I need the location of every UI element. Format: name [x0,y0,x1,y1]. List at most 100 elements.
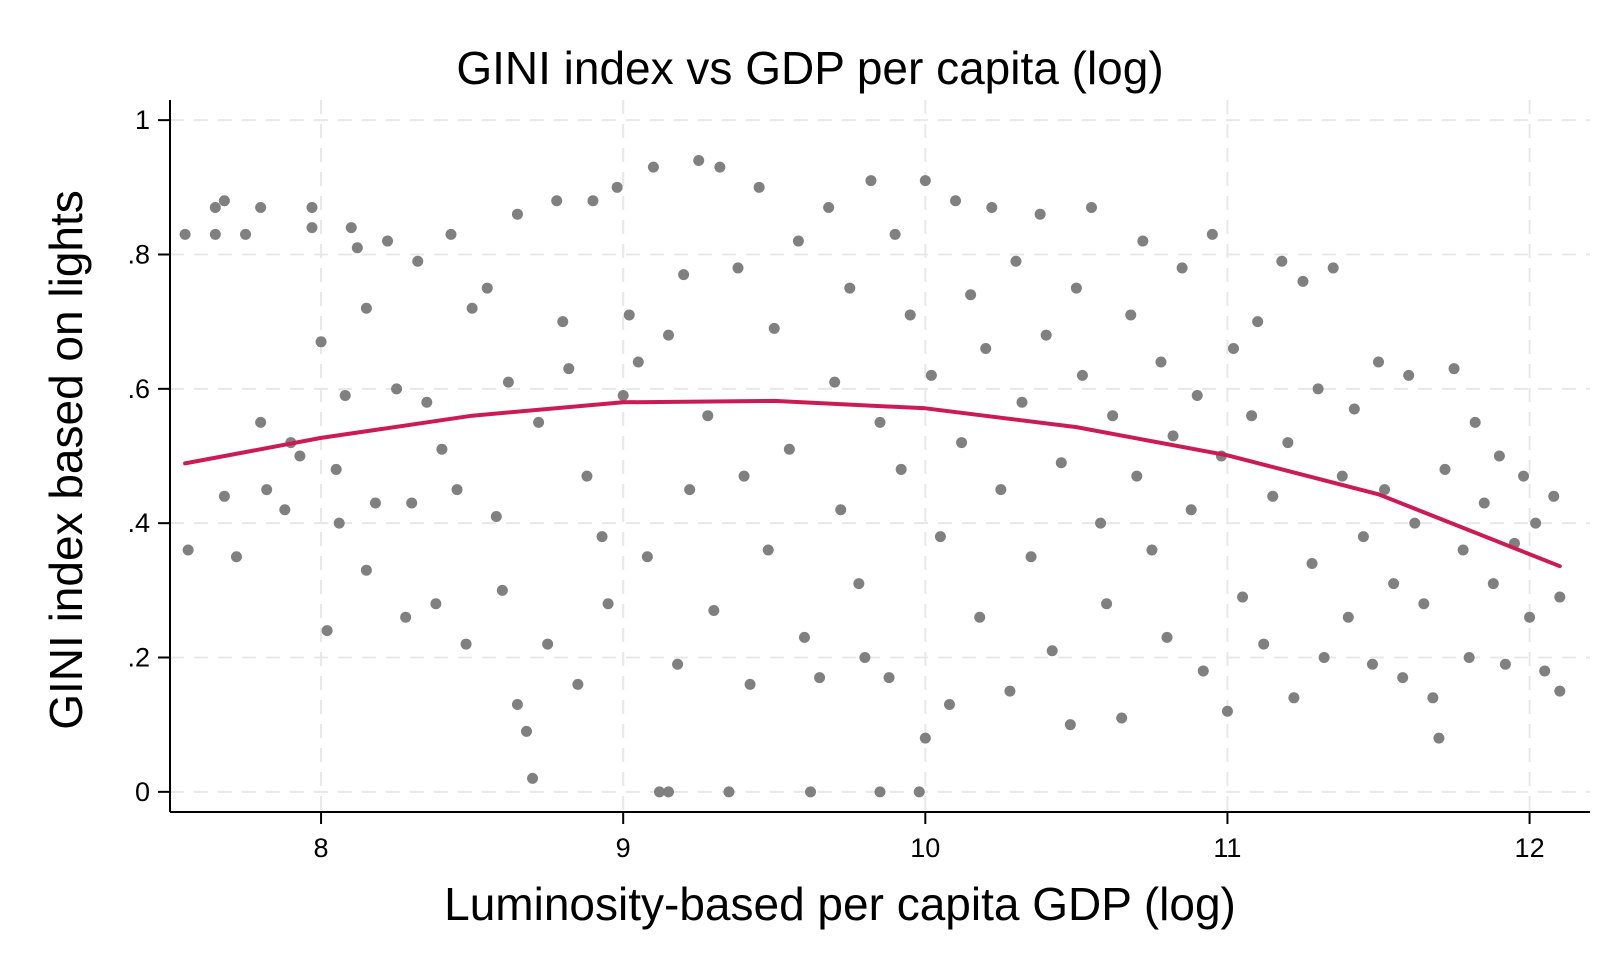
scatter-point [581,470,593,482]
x-tick-label-0: 8 [314,833,329,863]
scatter-point [623,309,635,321]
scatter-point [1548,490,1560,502]
scatter-point [768,322,780,334]
scatter-point [179,228,191,240]
scatter-point [663,329,675,341]
scatter-point [1276,255,1288,267]
scatter-point [333,517,345,529]
scatter-point [1146,544,1158,556]
scatter-point [1478,497,1490,509]
scatter-point [1469,416,1481,428]
scatter-point [1095,517,1107,529]
scatter-point [874,416,886,428]
scatter-point [527,772,539,784]
scatter-point [209,228,221,240]
scatter-point [1518,470,1530,482]
scatter-point [1085,201,1097,213]
scatter-point [1267,490,1279,502]
scatter-point [369,497,381,509]
scatter-point [708,604,720,616]
scatter-point [1010,255,1022,267]
scatter-point [345,222,357,234]
scatter-point [466,302,478,314]
y-axis-label: GINI index based on lights [40,190,92,730]
scatter-point [1282,437,1294,449]
scatter-point [672,658,684,670]
scatter-point [1493,450,1505,462]
x-axis-label: Luminosity-based per capita GDP (log) [444,878,1236,930]
scatter-point [1131,470,1143,482]
scatter-point [602,598,614,610]
scatter-point [1004,685,1016,697]
scatter-point [360,564,372,576]
chart-title: GINI index vs GDP per capita (log) [456,42,1163,94]
scatter-point [1554,685,1566,697]
scatter-point [421,396,433,408]
fit-line-group [183,398,1562,569]
x-tick-label-4: 12 [1515,833,1545,863]
scatter-point [1357,531,1369,543]
scatter-point [1070,282,1082,294]
scatter-point [1433,732,1445,744]
scatter-point [1327,262,1339,274]
scatter-point [943,699,955,711]
scatter-point [294,450,306,462]
scatter-point [805,786,817,798]
scatter-point [412,255,424,267]
scatter-point [1040,329,1052,341]
scatter-point [617,390,629,402]
scatter-point [1379,484,1391,496]
scatter-point [430,598,442,610]
scatter-point [913,786,925,798]
scatter-point [1336,470,1348,482]
scatter-point [641,551,653,563]
scatter-point [587,195,599,207]
y-tick-label-1: .2 [127,643,150,673]
scatter-point [1237,591,1249,603]
scatter-point [315,336,327,348]
scatter-point [360,302,372,314]
scatter-point [1107,410,1119,422]
scatter-point [995,484,1007,496]
scatter-point [859,652,871,664]
scatter-point [798,631,810,643]
scatter-point [744,678,756,690]
scatter-point [1366,658,1378,670]
scatter-point [702,410,714,422]
x-tick-label-2: 10 [910,833,940,863]
scatter-point [1403,369,1415,381]
scatter-point [321,625,333,637]
scatter-point [557,316,569,328]
scatter-point [445,228,457,240]
scatter-point [980,343,992,355]
scatter-point [542,638,554,650]
scatter-point [853,578,865,590]
scatter-point [1185,504,1197,516]
x-tick-label-3: 11 [1213,833,1241,863]
scatter-point [1297,275,1309,287]
scatter-point [1101,598,1113,610]
scatter-point [330,463,342,475]
scatter-point [647,161,659,173]
y-tick-label-0: 0 [135,777,150,807]
scatter-point [1116,712,1128,724]
scatter-point [1448,363,1460,375]
scatter-point [1457,544,1469,556]
scatter-point [1125,309,1137,321]
scatter-point [732,262,744,274]
scatter-point [1176,262,1188,274]
scatter-point [218,490,230,502]
scatter-point [950,195,962,207]
scatter-point [502,376,514,388]
scatter-point [934,531,946,543]
scatter-point [1252,316,1264,328]
scatter-point [1373,356,1385,368]
scatter-point [511,699,523,711]
scatter-point [663,786,675,798]
scatter-point [209,201,221,213]
scatter-point [653,786,665,798]
scatter-point [351,242,363,254]
scatter-point [261,484,273,496]
scatter-point [1246,410,1258,422]
